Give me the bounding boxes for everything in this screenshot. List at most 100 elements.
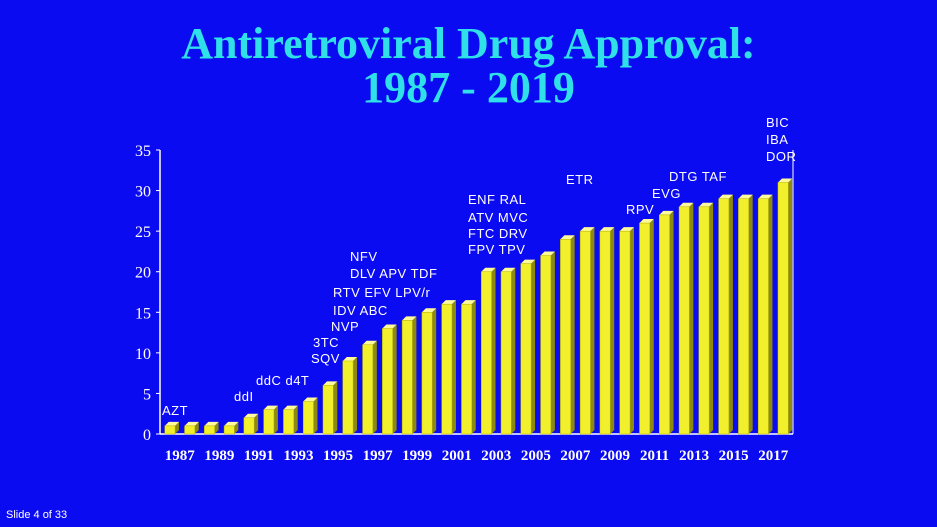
bar-top xyxy=(501,267,516,272)
bar-side xyxy=(491,267,496,434)
bar-top xyxy=(698,202,714,207)
bar-side xyxy=(630,227,635,434)
slide-number: Slide 4 of 33 xyxy=(6,509,68,521)
x-tick-label: 1989 xyxy=(204,448,234,464)
bar-side xyxy=(610,227,615,434)
bar-side xyxy=(768,194,773,434)
annotation-label: ddI xyxy=(234,389,254,404)
bar-top xyxy=(520,259,536,264)
annotation-label: EVG xyxy=(652,186,681,201)
bar-side xyxy=(788,178,793,434)
bar xyxy=(382,328,393,435)
bar-side xyxy=(234,421,239,434)
bar xyxy=(540,255,552,435)
bar xyxy=(362,344,374,435)
annotation-label: NFV xyxy=(350,249,378,264)
bar xyxy=(639,222,651,435)
annotation-label: ddC d4T xyxy=(256,373,310,388)
y-tick-label: 20 xyxy=(135,265,151,282)
bar-top xyxy=(322,381,338,386)
annotation-label: ATV MVC xyxy=(468,210,529,225)
annotation-label: AZT xyxy=(162,403,189,418)
x-tick-label: 1997 xyxy=(363,448,394,464)
bar-top xyxy=(204,421,219,426)
annotation-label: SQV xyxy=(311,351,340,366)
annotation-label: DOR xyxy=(766,149,797,164)
bar xyxy=(757,198,769,435)
bar-top xyxy=(619,227,635,232)
bar-side xyxy=(254,413,259,434)
annotation-label: 3TC xyxy=(313,335,340,350)
bar-top xyxy=(481,267,496,272)
y-tick-label: 30 xyxy=(135,184,151,201)
bar xyxy=(441,303,453,435)
annotation-label: DTG TAF xyxy=(669,169,727,184)
x-tick-label: 1987 xyxy=(165,448,196,464)
bar-side xyxy=(313,397,318,434)
bar-top xyxy=(303,397,318,402)
annotation-label: NVP xyxy=(331,319,360,334)
bar-side xyxy=(649,219,654,434)
bar xyxy=(480,271,492,435)
bar-side xyxy=(728,194,733,434)
x-tick-label: 1993 xyxy=(283,448,313,464)
annotation-label: IDV ABC xyxy=(333,303,388,318)
bar-top xyxy=(639,219,654,224)
bar-side xyxy=(333,381,338,434)
annotation-label: IBA xyxy=(766,132,789,147)
bar-top xyxy=(758,194,773,199)
y-tick-label: 25 xyxy=(135,224,151,241)
bar-side xyxy=(748,194,753,434)
annotation-label: RPV xyxy=(626,202,655,217)
bar-top xyxy=(441,300,456,305)
bar-top xyxy=(402,316,417,321)
bar-top xyxy=(718,194,733,199)
bar-top xyxy=(599,227,615,232)
x-tick-label: 2011 xyxy=(640,448,669,464)
bar-top xyxy=(342,356,358,361)
bar xyxy=(560,239,571,435)
bar xyxy=(599,230,611,435)
bar-side xyxy=(570,235,575,434)
bar-top xyxy=(560,235,575,240)
slide-title-line1: Antiretroviral Drug Approval: xyxy=(181,19,756,68)
bar xyxy=(263,409,275,435)
bar xyxy=(164,425,176,435)
bar xyxy=(401,320,413,435)
bar-side xyxy=(550,251,555,434)
bar xyxy=(619,230,631,435)
x-tick-label: 2013 xyxy=(679,448,709,464)
bar-side xyxy=(293,405,298,434)
bar xyxy=(322,385,334,435)
bar xyxy=(461,303,473,435)
bar-top xyxy=(659,210,674,215)
bar-side xyxy=(273,405,278,434)
bar-top xyxy=(382,324,397,329)
bar-top xyxy=(738,194,753,199)
y-tick-label: 35 xyxy=(135,143,151,160)
annotation-label: DLV APV TDF xyxy=(350,266,438,281)
bar xyxy=(678,206,690,435)
x-tick-label: 1991 xyxy=(244,448,274,464)
bar xyxy=(500,271,512,435)
bar-top xyxy=(540,251,555,256)
bar xyxy=(184,425,196,435)
x-tick-label: 1999 xyxy=(402,448,432,464)
bar xyxy=(698,206,710,435)
x-tick-label: 2017 xyxy=(758,448,789,464)
x-tick-label: 2007 xyxy=(560,448,591,464)
slide-title-line2: 1987 - 2019 xyxy=(362,63,575,112)
bar-top xyxy=(283,405,298,410)
bar-side xyxy=(214,421,219,434)
annotation-label: FTC DRV xyxy=(468,226,528,241)
bar-side xyxy=(392,324,397,434)
bar-top xyxy=(224,421,239,426)
bar-top xyxy=(461,300,476,305)
bar-top xyxy=(243,413,259,418)
y-tick-label: 10 xyxy=(135,346,151,363)
bar-side xyxy=(709,202,714,434)
bar-top xyxy=(421,308,437,313)
bar xyxy=(342,360,354,435)
bar xyxy=(302,401,314,435)
bar xyxy=(777,182,789,435)
